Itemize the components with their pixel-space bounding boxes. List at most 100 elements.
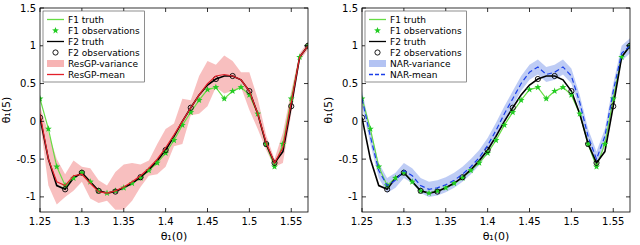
y-axis-label: θ₁(5) (322, 97, 335, 124)
star-marker (526, 86, 533, 93)
x-tick (487, 208, 488, 212)
x-tick (571, 208, 572, 212)
data-area (362, 38, 630, 197)
x-tick-label: 1.5 (563, 216, 579, 227)
x-tick-label: 1.35 (435, 216, 457, 227)
circle-marker (385, 187, 390, 192)
star-marker (467, 167, 474, 174)
star-marker (409, 178, 416, 185)
star-marker (229, 88, 236, 95)
y-tick (304, 45, 308, 46)
y-tick (362, 159, 366, 160)
x-tick-label: 1.55 (280, 216, 302, 227)
legend-swatch (375, 50, 380, 55)
legend: F1 truthF1 observationsF2 truthF2 observ… (365, 11, 467, 82)
x-tick (291, 208, 292, 212)
circle-marker (569, 89, 574, 94)
x-tick-label: 1.55 (602, 216, 624, 227)
x-tick (445, 208, 446, 212)
star-marker (95, 187, 102, 194)
line (362, 46, 630, 193)
y-tick (304, 83, 308, 84)
x-tick-label: 1.45 (518, 216, 540, 227)
line (40, 46, 308, 193)
legend: F1 truthF1 observationsF2 truthF2 observ… (43, 11, 145, 82)
star-marker (493, 137, 500, 144)
y-tick (304, 159, 308, 160)
legend-label: F2 truth (68, 37, 104, 47)
x-tick (403, 208, 404, 212)
legend-label: F1 observations (68, 26, 140, 36)
star-marker (45, 125, 52, 132)
circle-marker (535, 76, 540, 81)
star-marker (375, 163, 382, 170)
star-marker (518, 97, 525, 104)
star-marker (509, 109, 516, 116)
star-marker (551, 88, 558, 95)
star-marker (221, 95, 228, 102)
x-tick (40, 208, 41, 212)
data-area (40, 42, 308, 210)
x-axis-label: θ₁(0) (161, 230, 188, 243)
line (362, 46, 630, 190)
x-tick-label: 1.35 (113, 216, 135, 227)
star-marker (543, 95, 550, 102)
x-tick (165, 8, 166, 12)
line (40, 46, 308, 193)
y-tick (362, 83, 366, 84)
legend-swatch (374, 27, 381, 34)
y-tick-label: 1.5 (20, 3, 36, 14)
x-tick (207, 8, 208, 12)
x-tick (529, 208, 530, 212)
y-tick (362, 196, 366, 197)
y-tick (40, 159, 44, 160)
y-tick (362, 8, 366, 9)
line (40, 46, 308, 193)
x-tick (40, 8, 41, 12)
circle-marker (552, 73, 557, 78)
circle-marker (418, 188, 423, 193)
x-tick (571, 8, 572, 12)
circle-marker (594, 160, 599, 165)
legend-swatch (369, 41, 386, 42)
y-tick-label: 1.5 (342, 3, 358, 14)
legend-box (43, 11, 145, 82)
circle-marker (435, 189, 440, 194)
legend-label: F2 observations (68, 48, 140, 58)
plot-frame (40, 8, 308, 212)
y-tick-label: 0 (30, 116, 36, 127)
x-tick (81, 208, 82, 212)
legend-box (365, 11, 467, 82)
x-tick-label: 1.3 (396, 216, 412, 227)
x-tick (249, 208, 250, 212)
y-tick-label: 0 (352, 116, 358, 127)
x-tick (487, 8, 488, 12)
legend-label: NAR-variance (390, 59, 451, 69)
line (362, 46, 630, 193)
x-tick-label: 1.25 (29, 216, 51, 227)
x-tick (613, 8, 614, 12)
y-tick-label: 0.5 (20, 78, 36, 89)
legend-label: NAR-mean (390, 70, 438, 80)
x-tick (613, 208, 614, 212)
y-tick-label: 1 (352, 40, 358, 51)
x-tick (291, 8, 292, 12)
x-tick (529, 8, 530, 12)
y-tick-label: 0.5 (342, 78, 358, 89)
y-tick-label: -0.5 (338, 154, 358, 165)
star-marker (534, 84, 541, 91)
circle-marker (611, 104, 616, 109)
y-tick (626, 159, 630, 160)
y-tick (40, 8, 44, 9)
star-marker (417, 187, 424, 194)
y-tick (40, 121, 44, 122)
legend-swatch (47, 41, 64, 42)
legend-swatch (369, 60, 386, 67)
y-tick (626, 83, 630, 84)
legend-swatch (47, 74, 64, 75)
x-tick (362, 8, 363, 12)
y-tick (304, 196, 308, 197)
x-axis-label: θ₁(0) (483, 230, 510, 243)
star-marker (426, 190, 433, 197)
legend-swatch (369, 74, 386, 75)
